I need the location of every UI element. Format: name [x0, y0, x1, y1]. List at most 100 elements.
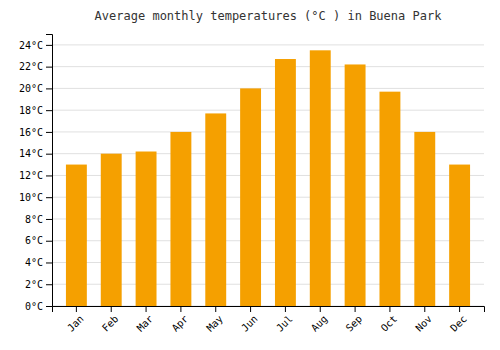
grid-line — [52, 110, 484, 111]
grid — [52, 45, 484, 306]
x-tick-label: Jul — [274, 313, 295, 334]
y-tick-label: 4°C — [25, 257, 43, 268]
bar — [449, 165, 470, 306]
x-tick-mark — [459, 306, 460, 312]
chart: 0°C 2°C 4°C 6°C 8°C 10°C 12°C 14°C 16°C 18°C 20°C 2… — [0, 0, 500, 350]
y-tick-mark — [46, 67, 52, 68]
bar — [414, 132, 435, 306]
x-tick-label: Aug — [309, 313, 330, 334]
y-tick: 8°C — [25, 214, 52, 225]
x-tick-mark — [355, 306, 356, 312]
y-tick-mark — [46, 262, 52, 263]
y-tick: 10°C — [19, 192, 52, 203]
y-tick-mark — [46, 110, 52, 111]
y-tick-mark — [46, 219, 52, 220]
bar — [240, 88, 261, 306]
x-tick: Apr — [170, 306, 191, 334]
y-tick-label: 2°C — [25, 279, 43, 290]
x-tick-mark — [146, 306, 147, 312]
x-tick-mark — [424, 306, 425, 312]
y-tick-label: 22°C — [19, 61, 43, 72]
x-tick-mark — [180, 306, 181, 312]
x-tick-mark — [76, 306, 77, 312]
y-tick: 6°C — [25, 235, 52, 246]
x-tick: Jan — [65, 306, 86, 334]
y-tick: 18°C — [19, 105, 52, 116]
y-axis: 0°C 2°C 4°C 6°C 8°C 10°C 12°C 14°C 16°C 18°C 20°C 2… — [19, 35, 53, 312]
y-tick: 12°C — [19, 170, 52, 181]
grid-line — [52, 88, 484, 89]
x-tick-label: May — [204, 313, 225, 334]
y-tick-label: 20°C — [19, 83, 43, 94]
x-tick: Sep — [344, 306, 365, 334]
y-tick: 22°C — [19, 61, 52, 72]
y-tick: 20°C — [19, 83, 52, 94]
y-tick: 2°C — [25, 279, 52, 290]
y-tick: 4°C — [25, 257, 52, 268]
x-tick: Jun — [239, 306, 260, 334]
bar — [205, 113, 226, 306]
y-tick: 24°C — [19, 40, 52, 51]
x-tick: Mar — [135, 306, 156, 334]
y-tick-mark — [46, 175, 52, 176]
y-tick: 16°C — [19, 127, 52, 138]
y-tick-mark — [46, 284, 52, 285]
y-tick-mark — [46, 132, 52, 133]
bar — [101, 154, 122, 306]
y-tick-label: 10°C — [19, 192, 43, 203]
y-tick-label: 8°C — [25, 214, 43, 225]
grid-line — [52, 66, 484, 67]
x-tick-label: Dec — [448, 313, 469, 334]
x-tick-label: Feb — [100, 313, 121, 334]
bars — [66, 50, 470, 306]
x-tick-mark — [250, 306, 251, 312]
title: Average monthly temperatures (°C ) in Bu… — [95, 9, 443, 23]
y-tick-label: 16°C — [19, 127, 43, 138]
bar — [170, 132, 191, 306]
y-tick: 14°C — [19, 148, 52, 159]
grid-line — [52, 44, 484, 45]
y-tick-mark — [46, 45, 52, 46]
x-tick: Aug — [309, 306, 330, 334]
bar — [345, 64, 366, 306]
x-tick-label: Jan — [65, 313, 86, 334]
bar — [66, 165, 87, 306]
plot: 0°C 2°C 4°C 6°C 8°C 10°C 12°C 14°C 16°C 18°C 20°C 2… — [19, 35, 485, 334]
y-tick-label: 24°C — [19, 40, 43, 51]
bar — [275, 59, 296, 306]
y-tick-mark — [46, 241, 52, 242]
x-tick-label: Sep — [344, 313, 365, 334]
x-tick: Jul — [274, 306, 295, 334]
y-tick-mark — [46, 154, 52, 155]
y-tick-label: 12°C — [19, 170, 43, 181]
bar — [379, 92, 400, 306]
y-tick: 0°C — [25, 301, 52, 312]
x-tick-mark — [285, 306, 286, 312]
y-tick-mark — [46, 197, 52, 198]
x-tick: Dec — [448, 306, 469, 334]
x-tick: Nov — [413, 306, 434, 334]
bar — [136, 152, 157, 306]
x-tick-mark — [215, 306, 216, 312]
x-tick-mark — [320, 306, 321, 312]
y-tick-label: 0°C — [25, 301, 43, 312]
x-tick: Oct — [379, 306, 400, 334]
x-tick-mark — [111, 306, 112, 312]
x-tick-label: Jun — [239, 313, 260, 334]
y-tick-label: 6°C — [25, 235, 43, 246]
x-tick-label: Oct — [379, 313, 400, 334]
x-axis: Jan Feb Mar Apr May Jun Jul Aug Sep Oct Nov Dec — [53, 306, 485, 334]
x-tick: Feb — [100, 306, 121, 334]
x-tick: May — [204, 306, 225, 334]
y-tick-label: 18°C — [19, 105, 43, 116]
y-tick-mark — [46, 88, 52, 89]
x-tick-mark — [389, 306, 390, 312]
bar — [310, 50, 331, 306]
x-tick-label: Mar — [135, 313, 156, 334]
x-axis-line — [53, 307, 485, 313]
y-tick-label: 14°C — [19, 148, 43, 159]
x-tick-label: Nov — [413, 313, 434, 334]
x-tick-label: Apr — [170, 313, 191, 334]
y-tick-mark — [46, 306, 52, 307]
y-axis-line — [46, 35, 53, 307]
